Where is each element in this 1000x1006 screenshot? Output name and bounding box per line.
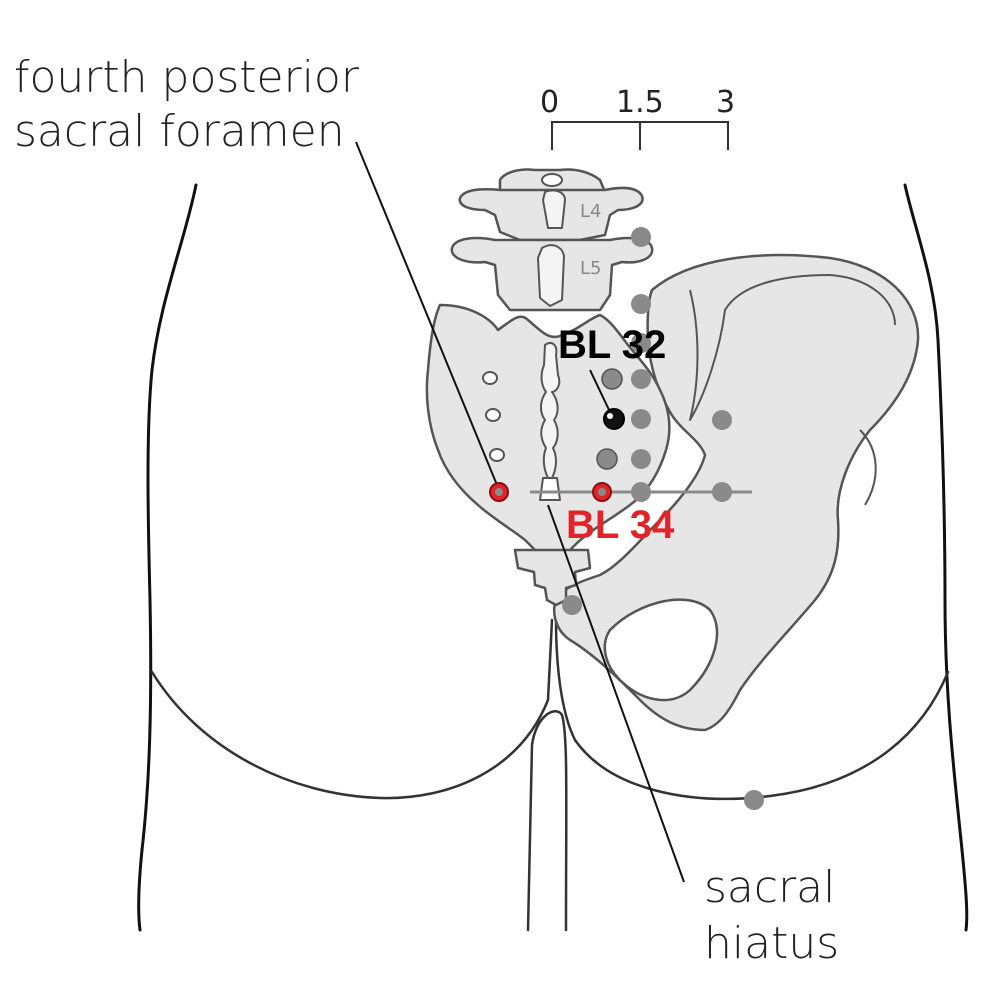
gluteal-cleft — [526, 710, 568, 932]
neighbor-point — [562, 595, 582, 615]
neighbor-point — [712, 410, 732, 430]
neighbor-point — [601, 368, 623, 390]
left-buttock-curve — [150, 618, 554, 800]
neighbor-point — [631, 227, 651, 247]
scale-bar-line — [551, 121, 729, 150]
leader-lines — [355, 141, 685, 883]
neighbor-point — [631, 369, 651, 389]
bl32-label: BL 32 — [558, 323, 666, 367]
vertebra-label-l4: L4 — [580, 201, 601, 222]
l4-spinous-process — [542, 189, 566, 229]
left-sacral-foramen-3 — [489, 448, 505, 462]
body-outline — [137, 183, 969, 932]
neighbor-points — [562, 227, 764, 810]
ilium-inner-fossa — [689, 274, 896, 421]
neighbor-point — [744, 790, 764, 810]
lumbar-spine — [450, 168, 654, 312]
bl34-label: BL 34 — [566, 503, 675, 547]
neighbor-point — [631, 409, 651, 429]
acetabulum-rim — [859, 429, 877, 506]
foramen-label-line-1: fourth posterior — [14, 52, 360, 103]
bl34-point-core — [598, 488, 606, 496]
left-flank-outline — [137, 183, 198, 932]
hiatus-label-line-2: hiatus — [704, 918, 839, 969]
neighbor-point — [596, 448, 618, 470]
neighbor-point — [631, 449, 651, 469]
fourth-foramen-point-core — [495, 488, 503, 496]
coccyx — [513, 548, 592, 607]
right-flank-outline — [903, 183, 969, 932]
scale-bar — [551, 121, 729, 150]
vertebra-label-l5: L5 — [580, 258, 601, 279]
right-buttock-curve — [554, 618, 950, 801]
buttocks-outline — [150, 618, 950, 932]
l5-spinous-process — [537, 244, 565, 307]
bl32-point — [603, 408, 625, 430]
left-sacral-foramen-1 — [482, 371, 498, 385]
scale-tick-1-5: 1.5 — [616, 85, 664, 120]
bl32-point-highlight — [607, 413, 613, 419]
median-sacral-crest — [540, 342, 561, 479]
l3-spinal-canal — [541, 173, 563, 187]
hiatus-label-line-1: sacral — [704, 862, 835, 913]
obturator-foramen — [603, 598, 719, 702]
scale-tick-3: 3 — [716, 85, 735, 120]
neighbor-point — [631, 333, 651, 353]
bl32-leader-line — [589, 369, 611, 413]
foramen-leader-line — [355, 141, 498, 486]
neighbor-point — [631, 482, 651, 502]
left-sacral-foramen-2 — [485, 408, 501, 422]
foramen-label-line-2: sacral foramen — [14, 106, 345, 157]
neighbor-point — [631, 294, 651, 314]
scale-tick-0: 0 — [540, 85, 559, 120]
sacral-hiatus-notch — [539, 477, 561, 501]
hiatus-leader-line — [547, 504, 685, 883]
neighbor-point — [712, 482, 732, 502]
